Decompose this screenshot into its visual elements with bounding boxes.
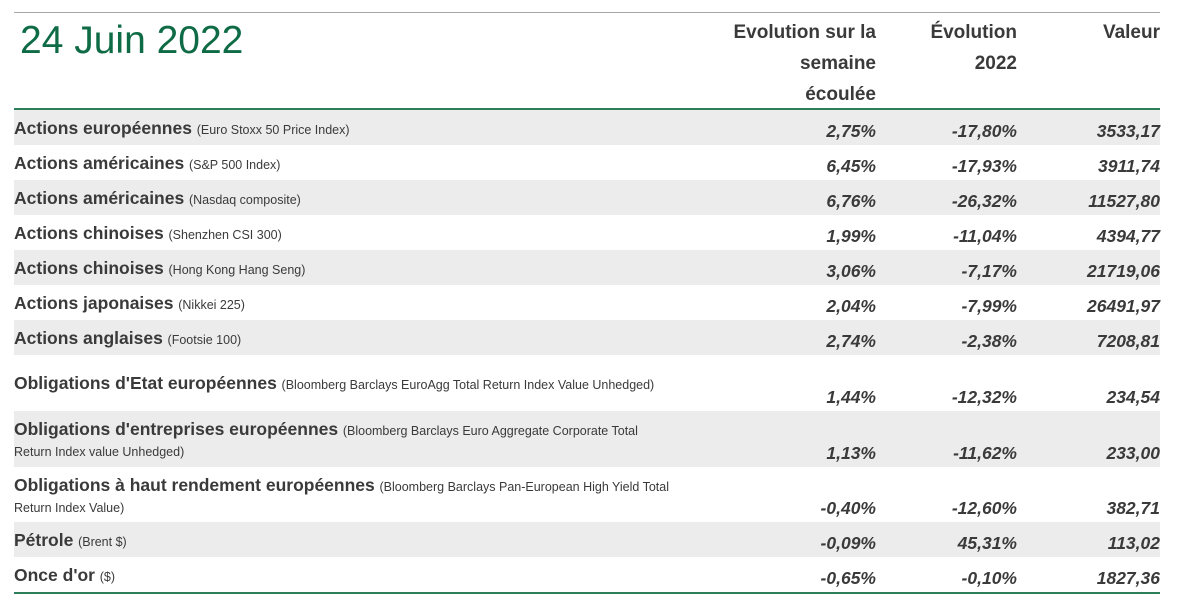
row-ytd-change: -26,32%	[951, 191, 1017, 211]
row-name: Obligations d'entreprises européennes	[14, 419, 339, 439]
column-header-week: Evolution sur la semaine écoulée	[733, 22, 876, 105]
row-name: Obligations à haut rendement européennes	[14, 475, 375, 495]
row-name: Actions japonaises	[14, 293, 174, 313]
row-ytd-change: -7,99%	[961, 296, 1017, 316]
row-value: 3533,17	[1096, 121, 1160, 141]
row-week-change: -0,09%	[820, 533, 876, 553]
row-week-change: -0,65%	[820, 568, 876, 588]
row-name: Actions américaines	[14, 188, 185, 208]
row-name: Actions européennes	[14, 118, 192, 138]
row-name: Actions chinoises	[14, 223, 164, 243]
top-rule	[14, 12, 1160, 13]
table-row: Actions européennes (Euro Stoxx 50 Price…	[14, 110, 1160, 145]
row-week-change: 1,44%	[826, 387, 876, 407]
row-index-note: (Bloomberg Barclays Euro Aggregate Corpo…	[14, 424, 638, 459]
row-ytd-change: -7,17%	[961, 261, 1017, 281]
column-header-ytd: Évolution 2022	[930, 22, 1017, 74]
page-title: 24 Juin 2022	[20, 19, 244, 62]
row-index-note: (Shenzhen CSI 300)	[168, 228, 282, 242]
table-row: Actions américaines (Nasdaq composite) 6…	[14, 180, 1160, 215]
row-ytd-change: -2,38%	[961, 331, 1017, 351]
table-row: Actions américaines (S&P 500 Index) 6,45…	[14, 145, 1160, 180]
row-week-change: 2,75%	[826, 121, 876, 141]
row-value: 113,02	[1107, 533, 1160, 553]
row-value: 382,71	[1106, 498, 1160, 518]
row-index-note: (S&P 500 Index)	[188, 158, 281, 172]
row-week-change: 2,74%	[826, 331, 876, 351]
table-row: Actions chinoises (Hong Kong Hang Seng) …	[14, 250, 1160, 285]
row-value: 3911,74	[1098, 156, 1160, 176]
row-index-note: (Bloomberg Barclays Pan-European High Yi…	[14, 480, 670, 515]
row-ytd-change: -12,32%	[951, 387, 1017, 407]
row-name: Actions américaines	[14, 153, 185, 173]
row-name: Once d'or	[14, 565, 95, 585]
table-row: Actions chinoises (Shenzhen CSI 300) 1,9…	[14, 215, 1160, 250]
row-week-change: 6,76%	[826, 191, 876, 211]
row-ytd-change: -12,60%	[951, 498, 1017, 518]
row-week-change: -0,40%	[820, 498, 876, 518]
column-header-value: Valeur	[1102, 22, 1160, 43]
table-row: Obligations d'Etat européennes (Bloomber…	[14, 355, 1160, 411]
row-index-note: (Euro Stoxx 50 Price Index)	[196, 123, 350, 137]
row-value: 11527,80	[1088, 191, 1160, 211]
row-value: 21719,06	[1087, 261, 1160, 281]
row-week-change: 3,06%	[826, 261, 876, 281]
row-index-note: ($)	[99, 570, 115, 584]
row-index-note: (Nikkei 225)	[178, 298, 245, 312]
row-name: Actions chinoises	[14, 258, 164, 278]
row-index-note: (Hong Kong Hang Seng)	[168, 263, 306, 277]
table-row: Actions anglaises (Footsie 100) 2,74% -2…	[14, 320, 1160, 355]
row-ytd-change: -17,80%	[951, 121, 1017, 141]
row-value: 4394,77	[1096, 226, 1160, 246]
row-name: Actions anglaises	[14, 328, 163, 348]
row-ytd-change: -11,04%	[953, 226, 1017, 246]
row-value: 1827,36	[1096, 568, 1160, 588]
row-week-change: 1,13%	[826, 443, 876, 463]
row-index-note: (Bloomberg Barclays EuroAgg Total Return…	[281, 378, 655, 392]
row-ytd-change: 45,31%	[957, 533, 1017, 553]
row-index-note: (Footsie 100)	[167, 333, 242, 347]
row-name: Obligations d'Etat européennes	[14, 373, 277, 393]
row-index-note: (Brent $)	[78, 535, 127, 549]
row-ytd-change: -0,10%	[961, 568, 1017, 588]
table-row: Obligations d'entreprises européennes (B…	[14, 411, 1160, 467]
table-row: Pétrole (Brent $) -0,09% 45,31% 113,02	[14, 522, 1160, 557]
table-row: Obligations à haut rendement européennes…	[14, 467, 1160, 522]
table-header: 24 Juin 2022 Evolution sur la semaine éc…	[14, 13, 1160, 110]
row-ytd-change: -17,93%	[951, 156, 1017, 176]
row-value: 7208,81	[1096, 331, 1160, 351]
row-value: 26491,97	[1087, 296, 1160, 316]
row-value: 233,00	[1106, 443, 1160, 463]
table-row: Once d'or ($) -0,65% -0,10% 1827,36	[14, 557, 1160, 592]
row-value: 234,54	[1106, 387, 1160, 407]
row-week-change: 1,99%	[826, 226, 876, 246]
table-row: Actions japonaises (Nikkei 225) 2,04% -7…	[14, 285, 1160, 320]
bottom-rule	[14, 592, 1160, 594]
market-table: 24 Juin 2022 Evolution sur la semaine éc…	[14, 12, 1160, 594]
row-index-note: (Nasdaq composite)	[188, 193, 301, 207]
row-ytd-change: -11,62%	[953, 443, 1017, 463]
row-week-change: 6,45%	[826, 156, 876, 176]
row-week-change: 2,04%	[826, 296, 876, 316]
row-name: Pétrole	[14, 530, 74, 550]
